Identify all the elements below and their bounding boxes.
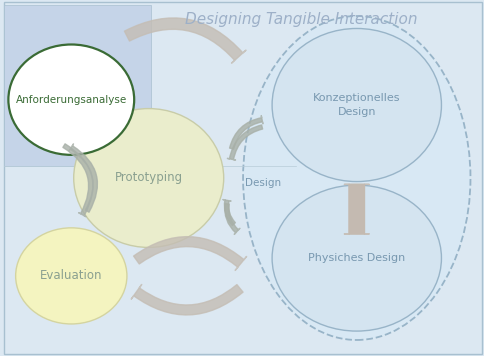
FancyBboxPatch shape: [3, 5, 151, 166]
FancyBboxPatch shape: [3, 2, 481, 354]
Text: Designing Tangible Interaction: Designing Tangible Interaction: [184, 12, 417, 27]
FancyArrowPatch shape: [227, 125, 262, 160]
FancyArrowPatch shape: [229, 116, 262, 149]
Ellipse shape: [272, 28, 440, 182]
Ellipse shape: [272, 185, 440, 331]
FancyArrowPatch shape: [344, 184, 368, 234]
FancyArrowPatch shape: [69, 144, 97, 212]
Text: Design: Design: [245, 178, 281, 188]
Ellipse shape: [8, 44, 134, 155]
FancyArrowPatch shape: [63, 144, 93, 217]
FancyArrowPatch shape: [224, 204, 240, 234]
FancyArrowPatch shape: [223, 200, 235, 225]
Text: Evaluation: Evaluation: [40, 269, 102, 282]
FancyArrowPatch shape: [344, 184, 368, 234]
Ellipse shape: [242, 16, 469, 340]
Text: Prototyping: Prototyping: [114, 172, 182, 184]
Text: Konzeptionelles
Design: Konzeptionelles Design: [312, 93, 400, 117]
Text: Anforderungsanalyse: Anforderungsanalyse: [15, 95, 127, 105]
FancyArrowPatch shape: [124, 18, 245, 63]
FancyArrowPatch shape: [133, 237, 246, 270]
Ellipse shape: [15, 228, 127, 324]
Ellipse shape: [74, 109, 223, 247]
Text: Physiches Design: Physiches Design: [307, 253, 405, 263]
FancyArrowPatch shape: [131, 284, 242, 315]
